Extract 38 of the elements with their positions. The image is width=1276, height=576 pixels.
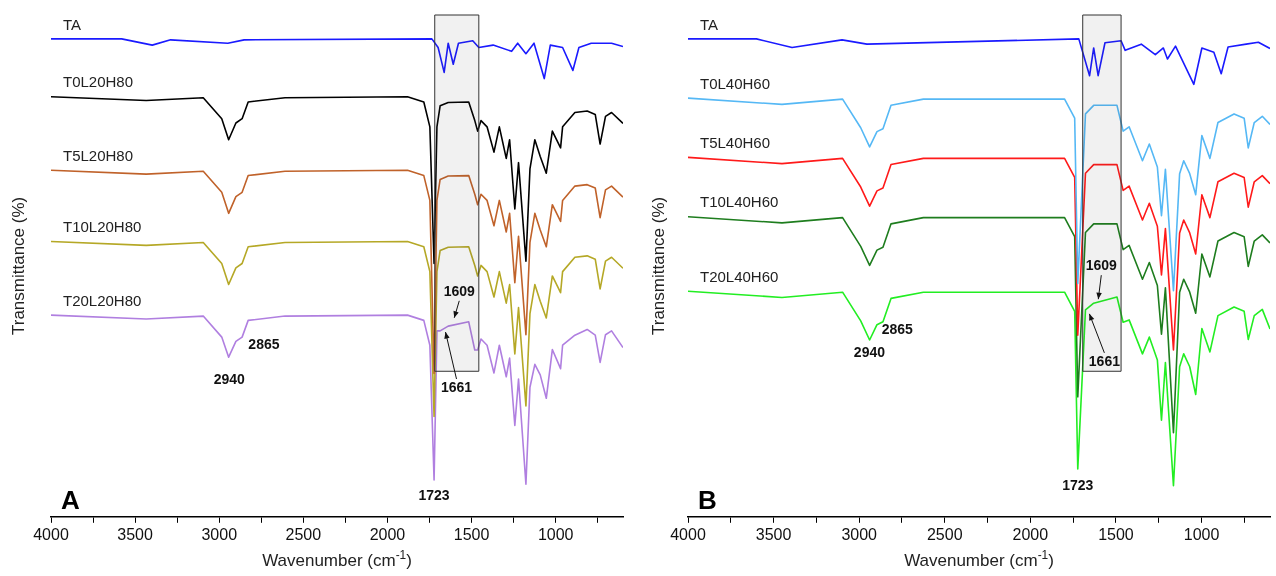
annotation: 1661 [440, 378, 473, 395]
annotation: 1723 [1062, 476, 1094, 493]
series-label: T20L20H80 [63, 291, 142, 309]
y-axis-title: Transmittance (%) [649, 196, 668, 336]
series-label: T0L20H80 [63, 73, 134, 91]
annotation: 1609 [1085, 257, 1118, 274]
x-tick-label: 2500 [285, 525, 322, 543]
x-tick-label: 1500 [1098, 525, 1134, 543]
annotation: 1723 [418, 486, 450, 503]
y-axis-title: Transmittance (%) [9, 196, 28, 336]
series-label: T5L20H80 [63, 146, 134, 164]
x-tick-label: 3000 [201, 525, 238, 543]
series-label: T10L20H80 [63, 218, 142, 236]
x-tick-label: 3500 [755, 525, 792, 543]
x-tick-label: 2000 [369, 525, 406, 543]
series-label: T10L40H60 [700, 193, 779, 211]
annotation: 1609 [443, 282, 476, 299]
x-tick-label: 4000 [33, 525, 69, 543]
annotation: 1661 [1088, 352, 1121, 369]
series-label: T20L40H60 [700, 267, 779, 285]
series-label: TA [700, 15, 719, 33]
annotation: 2865 [248, 335, 280, 352]
x-tick-label: 2000 [1012, 525, 1049, 543]
x-tick-label: 1500 [453, 525, 490, 543]
x-tick-label: 1000 [537, 525, 574, 543]
x-tick-label: 2500 [926, 525, 963, 543]
series-label: T0L40H60 [700, 74, 771, 92]
annotation: 2940 [213, 371, 246, 388]
series-label: TA [63, 15, 82, 33]
x-tick-label: 3500 [117, 525, 154, 543]
x-tick-label: 1000 [1183, 525, 1220, 543]
annotation: A [61, 484, 80, 515]
annotation: 2940 [853, 343, 886, 360]
annotation: 2865 [881, 320, 914, 337]
annotation: B [698, 484, 717, 515]
x-tick-label: 4000 [670, 525, 706, 543]
series-label: T5L40H60 [700, 134, 771, 152]
x-tick-label: 3000 [841, 525, 878, 543]
